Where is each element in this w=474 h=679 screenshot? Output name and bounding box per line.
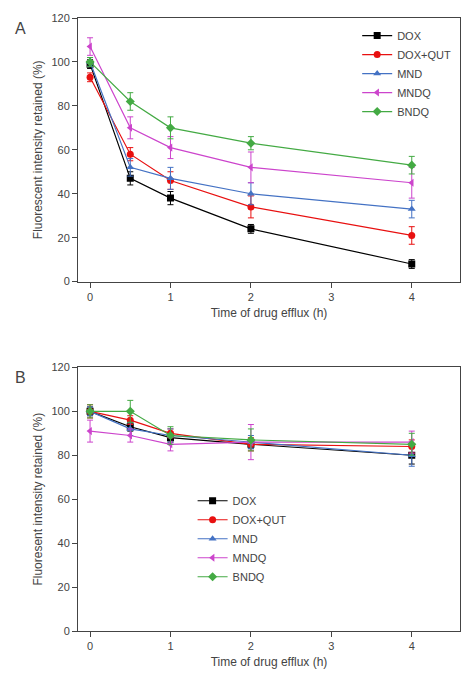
svg-text:DOX+QUT: DOX+QUT: [397, 49, 451, 61]
svg-text:0: 0: [64, 625, 70, 637]
svg-text:BNDQ: BNDQ: [233, 571, 265, 583]
svg-text:MNDQ: MNDQ: [397, 87, 431, 99]
svg-text:DOX+QUT: DOX+QUT: [233, 514, 287, 526]
svg-text:0: 0: [87, 291, 93, 303]
svg-text:0: 0: [64, 275, 70, 287]
svg-text:4: 4: [409, 291, 415, 303]
svg-text:MNDQ: MNDQ: [233, 552, 267, 564]
svg-text:Time of drug efflux (h): Time of drug efflux (h): [211, 306, 328, 320]
svg-text:Fluoresent intensity retained: Fluoresent intensity retained (%): [31, 413, 45, 586]
svg-text:20: 20: [58, 581, 70, 593]
svg-text:4: 4: [409, 640, 415, 652]
svg-text:80: 80: [58, 100, 70, 112]
svg-text:3: 3: [328, 291, 334, 303]
svg-text:DOX: DOX: [397, 30, 422, 42]
svg-text:60: 60: [58, 493, 70, 505]
svg-text:2: 2: [248, 640, 254, 652]
svg-text:BNDQ: BNDQ: [397, 106, 429, 118]
svg-text:Time of drug efflux (h): Time of drug efflux (h): [211, 655, 328, 669]
svg-text:100: 100: [51, 405, 69, 417]
svg-text:20: 20: [58, 232, 70, 244]
svg-text:MND: MND: [397, 68, 422, 80]
svg-text:DOX: DOX: [233, 495, 258, 507]
svg-text:MND: MND: [233, 533, 258, 545]
svg-text:120: 120: [51, 361, 69, 373]
svg-text:60: 60: [58, 144, 70, 156]
svg-text:40: 40: [58, 188, 70, 200]
svg-text:A: A: [15, 20, 26, 37]
svg-text:40: 40: [58, 537, 70, 549]
svg-text:B: B: [15, 369, 26, 386]
svg-text:2: 2: [248, 291, 254, 303]
svg-text:1: 1: [167, 291, 173, 303]
svg-text:120: 120: [51, 12, 69, 24]
svg-text:Fluorescent intensity retained: Fluorescent intensity retained (%): [31, 60, 45, 239]
svg-text:100: 100: [51, 56, 69, 68]
svg-text:3: 3: [328, 640, 334, 652]
svg-text:0: 0: [87, 640, 93, 652]
svg-text:80: 80: [58, 449, 70, 461]
svg-text:1: 1: [167, 640, 173, 652]
